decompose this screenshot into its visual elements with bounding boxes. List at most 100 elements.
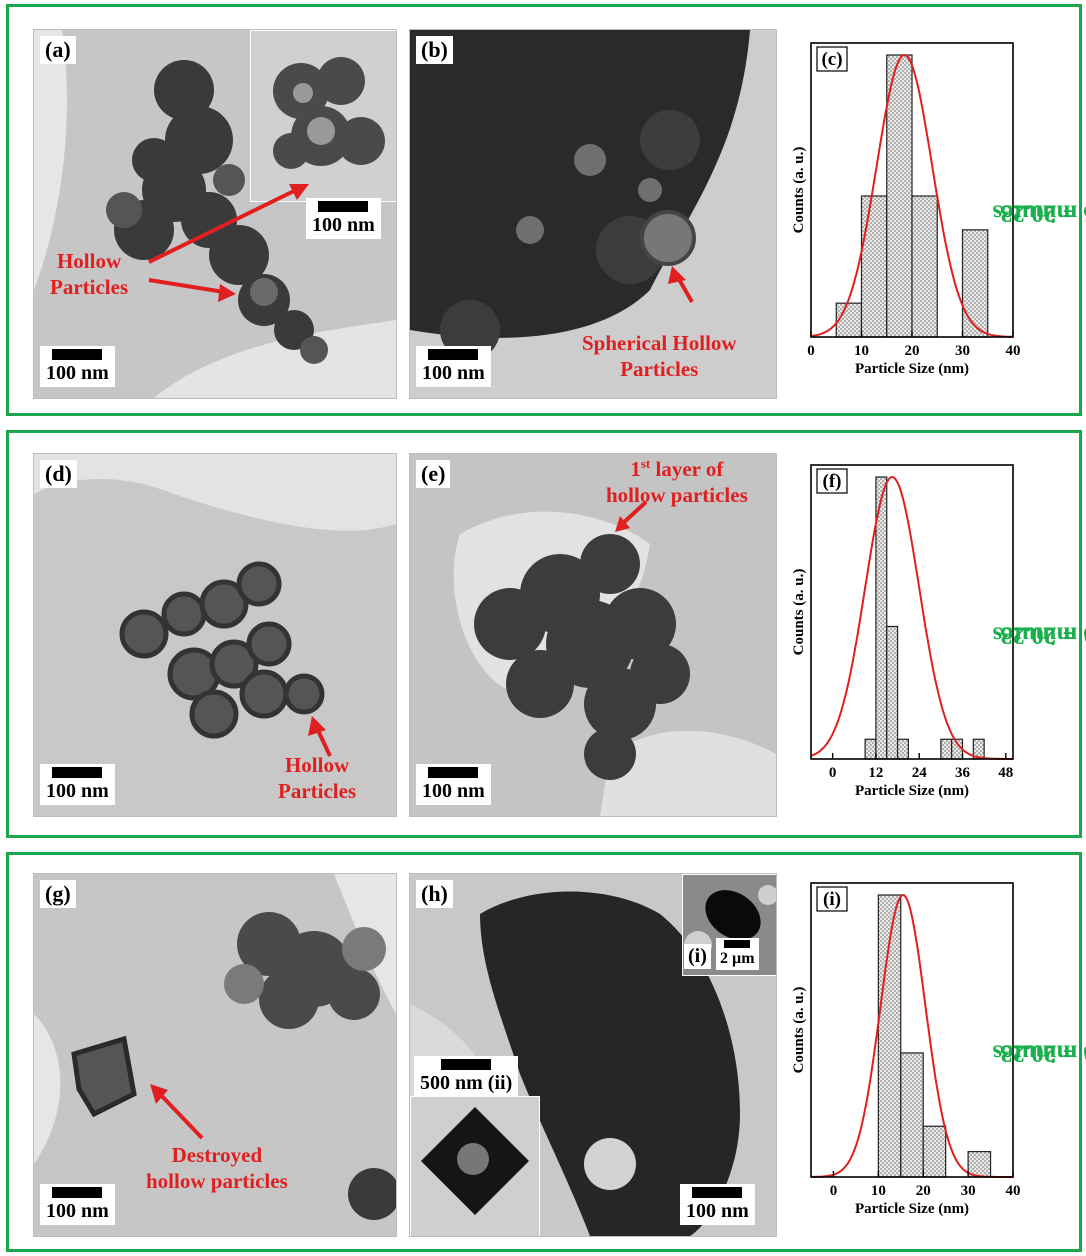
- x-tick-label: 36: [955, 765, 971, 781]
- histogram-bar: [835, 302, 863, 338]
- time-value: 15 minutes: [993, 199, 1086, 227]
- histogram-i-container: 0 10 20 30 40 Particle Size (nm) Counts (a. u.…: [785, 877, 1025, 1247]
- histogram-bar: [886, 54, 913, 338]
- tem-inset-a: [250, 30, 396, 202]
- inset-scale-bar-a: 100 nm: [306, 198, 381, 239]
- scale-bar-a: 100 nm: [40, 346, 115, 387]
- plot-frame: [810, 882, 1014, 1178]
- histogram-bar: [967, 1151, 992, 1178]
- x-tick-label: 10: [871, 1183, 886, 1199]
- panel-label-h: (h): [416, 880, 453, 908]
- annotation-hollow-particles-d: Hollow Particles: [278, 753, 357, 804]
- figure-row-15-minutes: (a) 100 nm 100 nm Hollow Particles: [6, 4, 1086, 416]
- x-tick-label: 24: [912, 765, 928, 781]
- panel-label-box: [816, 46, 848, 72]
- time-value: 60 minutes: [993, 1039, 1086, 1067]
- scale-bar-h: 100 nm: [680, 1184, 755, 1225]
- scale-bar-line: [441, 1059, 492, 1070]
- x-tick-label: 0: [830, 1183, 838, 1199]
- tem-micrograph-b: [410, 30, 776, 398]
- x-tick-label: 20: [916, 1183, 931, 1199]
- histogram-bar: [860, 195, 888, 338]
- panel-label: (c): [821, 49, 842, 70]
- inset-ii-label: (ii): [487, 1072, 513, 1094]
- histogram-bar: [886, 625, 899, 760]
- gaussian-fit-curve: [810, 475, 1013, 760]
- scale-bar-line: [428, 349, 479, 360]
- histogram-bar: [896, 738, 909, 760]
- tem-image-a: (a) 100 nm 100 nm Hollow Particles: [33, 29, 397, 399]
- annotation-hollow-particles-a: Hollow Particles: [50, 249, 129, 300]
- scale-bar-b: 100 nm: [416, 346, 491, 387]
- panel-label: (i): [823, 889, 841, 910]
- panel-label-g: (g): [40, 880, 76, 908]
- figure-row-30-minutes: (d) 100 nm Hollow Particles (e) 100 nm 1s…: [6, 430, 1086, 838]
- panel-label-d: (d): [40, 460, 77, 488]
- tem-micrograph-d: [34, 454, 396, 816]
- condition-label-15-minutes: ω = 20.2315 minutes: [993, 37, 1086, 387]
- tem-image-g: (g) 100 nm Destroyed hollow particles: [33, 873, 397, 1237]
- y-axis-label: Counts (a. u.): [791, 569, 807, 656]
- y-axis-label: Counts (a. u.): [791, 147, 807, 234]
- histogram-c: 0 10 20 30 40 Particle Size (nm) Counts (a. u.…: [791, 42, 1021, 377]
- condition-label-60-minutes: ω = 20.2360 minutes: [993, 877, 1086, 1227]
- scale-bar-e: 100 nm: [416, 764, 491, 805]
- x-tick-label: 10: [854, 343, 869, 359]
- x-tick-label: 0: [829, 765, 837, 781]
- tem-image-d: (d) 100 nm Hollow Particles: [33, 453, 397, 817]
- panel-label-box: [816, 468, 848, 494]
- annotation-spherical-hollow-particles: Spherical Hollow Particles: [582, 331, 737, 382]
- scale-bar-line: [52, 1187, 103, 1198]
- histogram-i: 0 10 20 30 40 Particle Size (nm) Counts (a. u.…: [791, 882, 1021, 1217]
- gaussian-fit-curve: [810, 54, 1014, 338]
- panel-label: (f): [823, 471, 842, 492]
- x-tick-label: 40: [1006, 343, 1021, 359]
- histogram-bar: [940, 738, 953, 760]
- tem-micrograph-g: [34, 874, 396, 1236]
- histogram-bar: [961, 229, 989, 338]
- x-tick-label: 40: [1006, 1183, 1021, 1199]
- x-tick-label: 48: [998, 765, 1013, 781]
- inset-ii-scale-bar: 500 nm (ii): [414, 1056, 519, 1097]
- tem-image-e: (e) 100 nm 1st layer of hollow particles: [409, 453, 777, 817]
- scale-bar-d: 100 nm: [40, 764, 115, 805]
- x-axis-label: Particle Size (nm): [855, 1201, 969, 1217]
- scale-bar-line: [428, 767, 479, 778]
- inset-i-label: (i): [684, 944, 711, 969]
- scale-bar-line: [692, 1187, 743, 1198]
- tem-inset-micrograph-h-ii: [411, 1097, 539, 1236]
- histogram-bar: [922, 1125, 947, 1178]
- figure-row-60-minutes: (g) 100 nm Destroyed hollow particles (i)…: [6, 852, 1086, 1252]
- annotation-destroyed-hollow-particles: Destroyed hollow particles: [146, 1143, 288, 1194]
- y-axis-label: Counts (a. u.): [791, 987, 807, 1074]
- x-tick-label: 30: [955, 343, 970, 359]
- annotation-arrows-a: [148, 184, 309, 302]
- panel-label-b: (b): [416, 36, 453, 64]
- histogram-bar: [911, 195, 938, 338]
- scale-bar-line: [52, 767, 103, 778]
- histogram-f: 0 12 24 36 48 Particle Size (nm) Counts (a. u.…: [791, 464, 1014, 799]
- tem-image-b: (b) 100 nm Spherical Hollow Particles: [409, 29, 777, 399]
- x-axis-label: Particle Size (nm): [855, 783, 969, 799]
- x-tick-label: 12: [868, 765, 883, 781]
- panel-label-e: (e): [416, 460, 451, 488]
- histogram-bar: [900, 1052, 924, 1178]
- inset-scale-bar-line: [318, 201, 369, 212]
- x-tick-label: 0: [807, 343, 815, 359]
- histogram-f-container: 0 12 24 36 48 Particle Size (nm) Counts (a. u.…: [785, 459, 1025, 829]
- scale-bar-line: [724, 940, 751, 948]
- histogram-bar: [864, 738, 877, 760]
- tem-micrograph-e: [410, 454, 776, 816]
- annotation-first-layer: 1st layer of hollow particles: [606, 456, 748, 508]
- panel-label-box: [816, 886, 848, 912]
- x-tick-label: 20: [905, 343, 920, 359]
- x-tick-label: 30: [961, 1183, 976, 1199]
- inset-i-scale-bar: 2 µm: [716, 938, 759, 970]
- gaussian-fit-curve: [811, 893, 1013, 1178]
- plot-frame: [810, 464, 1014, 760]
- time-value: 30 minutes: [993, 621, 1086, 649]
- x-axis-label: Particle Size (nm): [855, 361, 969, 377]
- tem-inset-micrograph-a: [251, 31, 396, 201]
- tem-inset-h-ii: [410, 1096, 540, 1236]
- histogram-c-container: 0 10 20 30 40 Particle Size (nm) Counts (a. u.…: [785, 37, 1025, 407]
